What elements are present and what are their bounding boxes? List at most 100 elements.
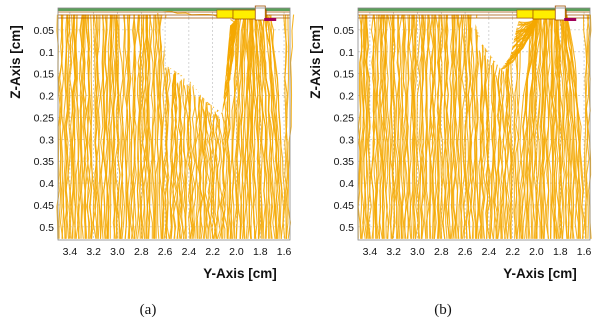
y-tick-label-7: 0.4 bbox=[39, 178, 54, 190]
track-60 bbox=[436, 14, 444, 239]
track-17 bbox=[79, 14, 83, 239]
track-140 bbox=[242, 14, 249, 239]
track-152 bbox=[553, 14, 563, 239]
track-149 bbox=[250, 14, 258, 239]
track-104 bbox=[492, 69, 499, 239]
track-159 bbox=[257, 14, 271, 239]
x-tick-label-6: 2.2 bbox=[205, 246, 220, 258]
track-122 bbox=[218, 118, 223, 239]
track-143 bbox=[545, 14, 550, 239]
y-tick-label-7: 0.4 bbox=[339, 178, 354, 190]
x-tick-label-4: 2.6 bbox=[158, 246, 173, 258]
x-tick-label-7: 2.0 bbox=[529, 246, 544, 258]
track-18 bbox=[80, 14, 84, 239]
track-87 bbox=[472, 14, 478, 239]
track-120 bbox=[515, 27, 520, 239]
track-49 bbox=[118, 14, 126, 239]
track-104 bbox=[194, 96, 199, 239]
track-124 bbox=[521, 14, 536, 239]
tick-labels: 3.4 3.2 3.0 2.8 2.6 2.4 2.2 2.0 1.8 1.6 0.05 0.1 0.1… bbox=[34, 25, 292, 258]
y-tick-label-5: 0.3 bbox=[39, 134, 54, 146]
y-tick-label-3: 0.2 bbox=[39, 91, 54, 103]
x-tick-label-8: 1.8 bbox=[253, 246, 268, 258]
track-12 bbox=[370, 14, 377, 239]
track-116 bbox=[507, 48, 513, 239]
panel-b: 3.4 3.2 3.0 2.8 2.6 2.4 2.2 2.0 1.8 1.6 0.05 0.1 0.1… bbox=[300, 0, 595, 290]
y-tick-label-3: 0.2 bbox=[339, 91, 354, 103]
track-6 bbox=[364, 14, 369, 239]
track-73 bbox=[453, 14, 458, 239]
track-35 bbox=[401, 14, 407, 239]
track-33 bbox=[100, 14, 108, 239]
track-112 bbox=[504, 68, 509, 239]
chart-a: 3.4 3.2 3.0 2.8 2.6 2.4 2.2 2.0 1.8 1.6 0.05 0.1 0.1… bbox=[8, 5, 295, 281]
track-26 bbox=[90, 14, 95, 239]
track-73 bbox=[152, 14, 157, 239]
track-86 bbox=[468, 14, 474, 239]
track-4 bbox=[358, 14, 366, 239]
track-63 bbox=[438, 14, 444, 239]
track-110 bbox=[200, 99, 206, 239]
track-46 bbox=[115, 14, 122, 239]
track-70 bbox=[145, 14, 153, 239]
x-tick-label-3: 2.8 bbox=[134, 246, 149, 258]
track-103 bbox=[490, 65, 498, 239]
track-79 bbox=[157, 13, 165, 239]
track-130 bbox=[229, 14, 239, 239]
track-118 bbox=[208, 112, 217, 239]
track-81 bbox=[464, 14, 469, 239]
track-96 bbox=[182, 78, 187, 239]
x-tick-label-4: 2.6 bbox=[458, 246, 473, 258]
track-114 bbox=[205, 107, 211, 239]
track-66 bbox=[443, 14, 448, 239]
track-152 bbox=[251, 14, 262, 239]
track-7 bbox=[65, 14, 70, 239]
track-129 bbox=[528, 14, 542, 239]
x-tick-label-7: 2.0 bbox=[229, 246, 244, 258]
track-77 bbox=[157, 14, 163, 239]
track-107 bbox=[495, 75, 502, 239]
x-tick-label-3: 2.8 bbox=[434, 246, 449, 258]
electrode-side bbox=[216, 9, 234, 19]
track-58 bbox=[132, 14, 137, 239]
chart-b: 3.4 3.2 3.0 2.8 2.6 2.4 2.2 2.0 1.8 1.6 0.05 0.1 0.1… bbox=[308, 5, 592, 281]
track-141 bbox=[543, 14, 550, 239]
track-118 bbox=[513, 35, 519, 239]
track-167 bbox=[263, 14, 281, 239]
track-170 bbox=[270, 14, 286, 239]
track-75 bbox=[154, 14, 160, 239]
track-135 bbox=[535, 14, 543, 239]
track-13 bbox=[374, 14, 379, 239]
y-tick-label-0: 0.05 bbox=[34, 25, 55, 37]
y-tick-label-4: 0.25 bbox=[334, 112, 355, 124]
track-93 bbox=[176, 82, 184, 239]
track-126 bbox=[223, 74, 228, 239]
x-tick-label-2: 3.0 bbox=[410, 246, 425, 258]
track-57 bbox=[431, 14, 436, 239]
track-15 bbox=[373, 14, 380, 239]
track-54 bbox=[128, 14, 133, 239]
track-58 bbox=[433, 14, 437, 239]
track-29 bbox=[392, 14, 399, 239]
track-129 bbox=[226, 43, 232, 239]
implant-bar bbox=[264, 18, 277, 21]
track-125 bbox=[221, 102, 226, 239]
y-tick-label-4: 0.25 bbox=[34, 112, 55, 124]
track-166 bbox=[561, 14, 580, 239]
surface-layers bbox=[58, 5, 290, 21]
track-43 bbox=[110, 14, 118, 239]
track-159 bbox=[562, 14, 571, 239]
track-90 bbox=[174, 72, 180, 239]
track-17 bbox=[379, 14, 385, 239]
y-tick-label-8: 0.45 bbox=[34, 200, 55, 212]
y-tick-label-1: 0.1 bbox=[39, 47, 54, 59]
track-78 bbox=[455, 14, 463, 239]
y-tick-label-5: 0.3 bbox=[339, 134, 354, 146]
tracks bbox=[357, 14, 592, 239]
y-axis-label: Z-Axis [cm] bbox=[8, 25, 23, 99]
track-69 bbox=[448, 14, 454, 239]
x-tick-label-2: 3.0 bbox=[110, 246, 125, 258]
track-132 bbox=[231, 14, 238, 239]
x-axis-label: Y-Axis [cm] bbox=[203, 266, 277, 281]
y-tick-label-2: 0.15 bbox=[334, 69, 355, 81]
